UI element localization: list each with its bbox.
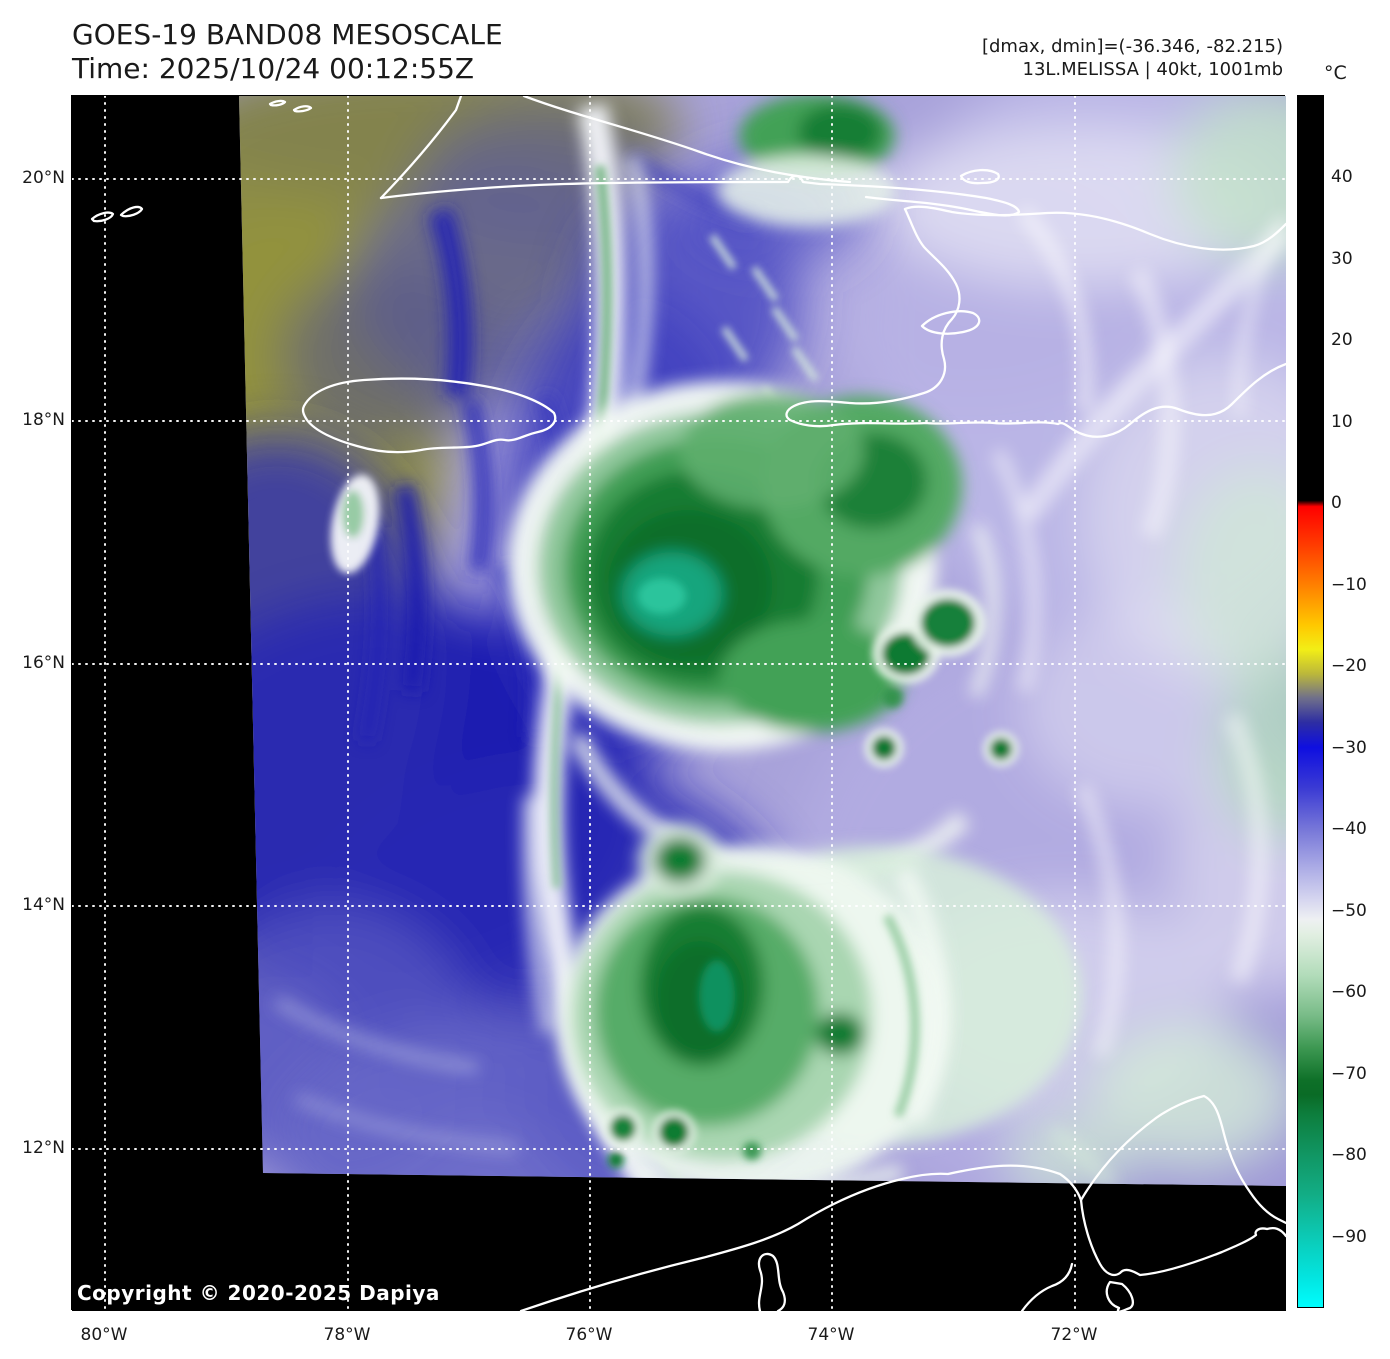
colorbar-tick-label: −60 xyxy=(1331,982,1367,1002)
jamaica-coast xyxy=(301,377,557,454)
graticule-gridlines xyxy=(72,96,1286,1311)
lat-tick-label: 14°N xyxy=(22,895,65,915)
dmax-dmin-stats: [dmax, dmin]=(-36.346, -82.215) xyxy=(981,36,1283,57)
lon-tick-label: 80°W xyxy=(80,1325,128,1345)
lon-tick-label: 78°W xyxy=(323,1325,371,1345)
imagery-swath xyxy=(239,96,1286,1186)
title-block: GOES-19 BAND08 MESOSCALE Time: 2025/10/2… xyxy=(72,18,503,86)
colorbar-tick-label: −30 xyxy=(1331,738,1367,758)
colorbar-tick-label: −40 xyxy=(1331,819,1367,839)
cuba-coast xyxy=(522,96,852,184)
lon-tick-label: 72°W xyxy=(1050,1325,1098,1345)
south-america-coast xyxy=(1105,1280,1134,1311)
colorbar-tick-label: −70 xyxy=(1331,1064,1367,1084)
colorbar-gradient xyxy=(1297,95,1324,1308)
colorbar-tick-label: −80 xyxy=(1331,1145,1367,1165)
colorbar-tick-label: 40 xyxy=(1331,167,1353,187)
hispaniola-coast xyxy=(903,205,1286,251)
lon-tick-label: 76°W xyxy=(565,1325,613,1345)
main-convective-blob xyxy=(507,381,962,751)
lat-tick-label: 16°N xyxy=(22,653,65,673)
figure-title: GOES-19 BAND08 MESOSCALE xyxy=(72,18,503,51)
colorbar-tick-label: −50 xyxy=(1331,901,1367,921)
map-canvas: Copyright © 2020-2025 Dapiya xyxy=(71,95,1286,1311)
cay-islands xyxy=(292,105,313,113)
southern-green-arc xyxy=(883,913,920,1118)
lat-tick-label: 18°N xyxy=(22,410,65,430)
copyright-watermark: Copyright © 2020-2025 Dapiya xyxy=(77,1281,440,1305)
guajira-peninsula xyxy=(1079,1094,1286,1225)
lat-tick-label: 12°N xyxy=(22,1138,65,1158)
lat-tick-label: 20°N xyxy=(22,168,65,188)
southern-arcs xyxy=(273,865,949,1186)
cay-islands xyxy=(268,99,287,107)
colorbar-tick-label: 20 xyxy=(1331,330,1353,350)
south-america-coast xyxy=(519,1164,1083,1311)
background-washes xyxy=(772,96,1286,1186)
figure-timestamp: Time: 2025/10/24 00:12:55Z xyxy=(72,52,475,85)
colorbar-tick-label: 10 xyxy=(1331,412,1353,432)
colorbar-tick-label: −10 xyxy=(1331,575,1367,595)
south-america-coast xyxy=(1020,1262,1074,1311)
colorbar-tick-label: −20 xyxy=(1331,656,1367,676)
info-block: [dmax, dmin]=(-36.346, -82.215) 13L.MELI… xyxy=(982,35,1283,81)
gonave-island xyxy=(920,310,981,335)
cay-islands xyxy=(119,205,144,218)
colorbar-unit-label: °C xyxy=(1324,62,1347,84)
cold-core xyxy=(638,578,686,614)
southern-details xyxy=(603,960,761,1168)
tortuga-island xyxy=(959,168,1000,185)
cay-islands xyxy=(90,211,115,223)
hispaniola-coast xyxy=(785,207,1286,438)
storm-status: 13L.MELISSA | 40kt, 1001mb xyxy=(1022,59,1284,80)
cuba-coast xyxy=(379,96,463,200)
satellite-imagery xyxy=(72,96,1286,1311)
colorbar-tick-label: 30 xyxy=(1331,249,1353,269)
south-america-coast xyxy=(1079,1198,1286,1277)
cuba-convection xyxy=(717,96,897,227)
cuba-coast xyxy=(379,174,1021,217)
south-america-coast xyxy=(757,1252,786,1311)
colorbar-tick-label: −90 xyxy=(1331,1227,1367,1247)
cirrus-streaks xyxy=(990,205,1286,1186)
colorbar-tick-label: 0 xyxy=(1331,493,1342,513)
lon-tick-label: 74°W xyxy=(807,1325,855,1345)
coastlines xyxy=(90,96,1286,1311)
satellite-cells xyxy=(864,589,1019,768)
